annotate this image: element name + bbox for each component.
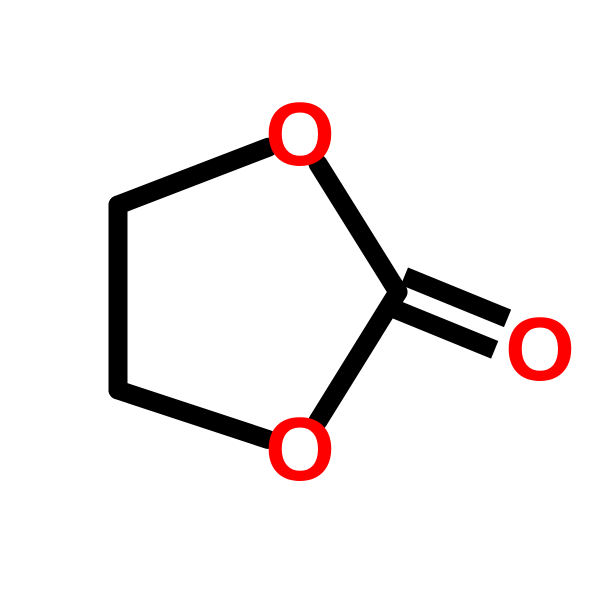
bond-line [118,147,268,205]
bond-line [118,390,268,439]
atom-label-o3: O [505,305,575,395]
chemical-structure-diagram: O O O [0,0,600,600]
atom-label-o2: O [265,405,335,495]
atom-label-o1: O [265,90,335,180]
